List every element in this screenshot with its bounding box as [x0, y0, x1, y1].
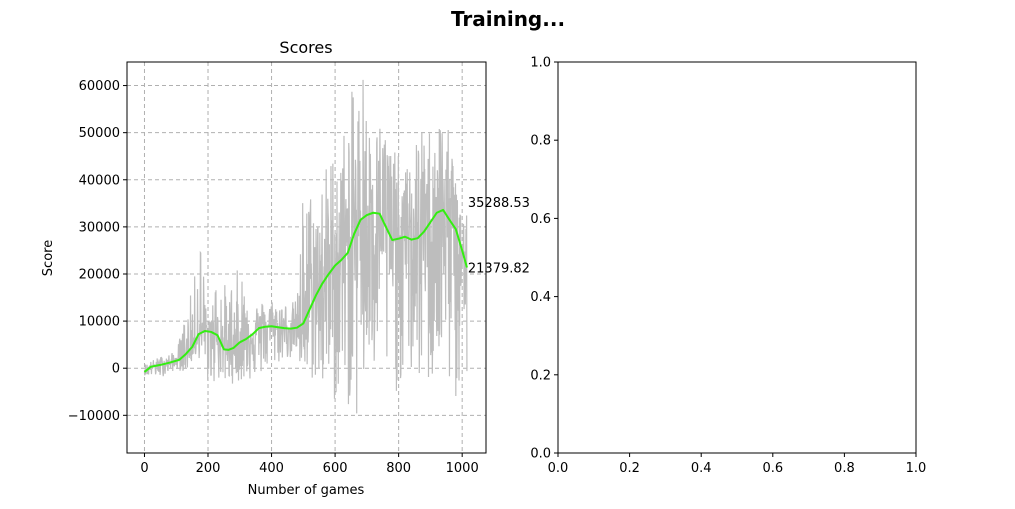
scores-axes-frame: [126, 61, 487, 454]
scores-y-tick-label: 40000: [79, 173, 120, 188]
scores-y-tick-label: 60000: [79, 79, 120, 94]
raw-scores-line: [143, 79, 468, 414]
empty-y-ticks: 0.0 0.2 0.4 0.6 0.8 1.0: [530, 56, 558, 462]
figure-title: Training...: [451, 7, 565, 31]
empty-x-tick-label: 0.0: [548, 461, 569, 476]
scores-y-tick-label: 10000: [79, 315, 120, 330]
scores-x-tick-label: 1000: [446, 461, 479, 476]
scores-x-tick-label: 200: [196, 461, 221, 476]
empty-x-tick-label: 0.6: [762, 461, 783, 476]
scores-x-tick-label: 400: [259, 461, 284, 476]
empty-y-tick-label: 0.6: [530, 212, 551, 227]
scores-x-tick-label: 0: [140, 461, 148, 476]
empty-chart: 0.0 0.2 0.4 0.6 0.8 1.0 0.0 0.2 0.4 0.6 0.8 1.0: [530, 56, 926, 477]
scores-y-tick-label: 50000: [79, 126, 120, 141]
raw-scores-series: [143, 79, 468, 414]
scores-grid: [127, 62, 486, 453]
scores-y-tick-label: 20000: [79, 267, 120, 282]
scores-x-tick-label: 600: [323, 461, 348, 476]
scores-y-tick-label: 30000: [79, 220, 120, 235]
scores-y-tick-label: 0: [112, 362, 120, 377]
empty-y-tick-label: 0.8: [530, 134, 551, 149]
scores-y-label: Score: [41, 240, 56, 276]
scores-x-ticks: 0 200 400 600 800 1000: [140, 453, 479, 476]
empty-y-tick-label: 0.4: [530, 290, 551, 305]
empty-y-tick-label: 1.0: [530, 56, 551, 71]
scores-x-label: Number of games: [248, 483, 365, 498]
empty-x-tick-label: 0.8: [834, 461, 855, 476]
scores-y-ticks: −10000 0 10000 20000 30000 40000 50000 60000: [68, 79, 127, 424]
empty-axes-frame: [557, 61, 917, 454]
empty-y-tick-label: 0.0: [530, 447, 551, 462]
score-annotation: 21379.82: [468, 261, 530, 276]
scores-chart: Scores 35288.53 21379.82 0 200 400 600 800 100…: [41, 38, 530, 498]
scores-x-tick-label: 800: [386, 461, 411, 476]
scores-annotations: 35288.53 21379.82: [468, 196, 530, 277]
empty-x-tick-label: 0.4: [691, 461, 712, 476]
empty-x-tick-label: 1.0: [906, 461, 927, 476]
scores-chart-title: Scores: [279, 38, 332, 57]
empty-x-ticks: 0.0 0.2 0.4 0.6 0.8 1.0: [548, 453, 927, 476]
moving-average-series: [143, 208, 468, 373]
empty-y-tick-label: 0.2: [530, 368, 551, 383]
empty-x-tick-label: 0.2: [619, 461, 640, 476]
scores-y-tick-label: −10000: [68, 409, 120, 424]
moving-average-line: [143, 208, 468, 373]
score-annotation: 35288.53: [468, 196, 530, 211]
